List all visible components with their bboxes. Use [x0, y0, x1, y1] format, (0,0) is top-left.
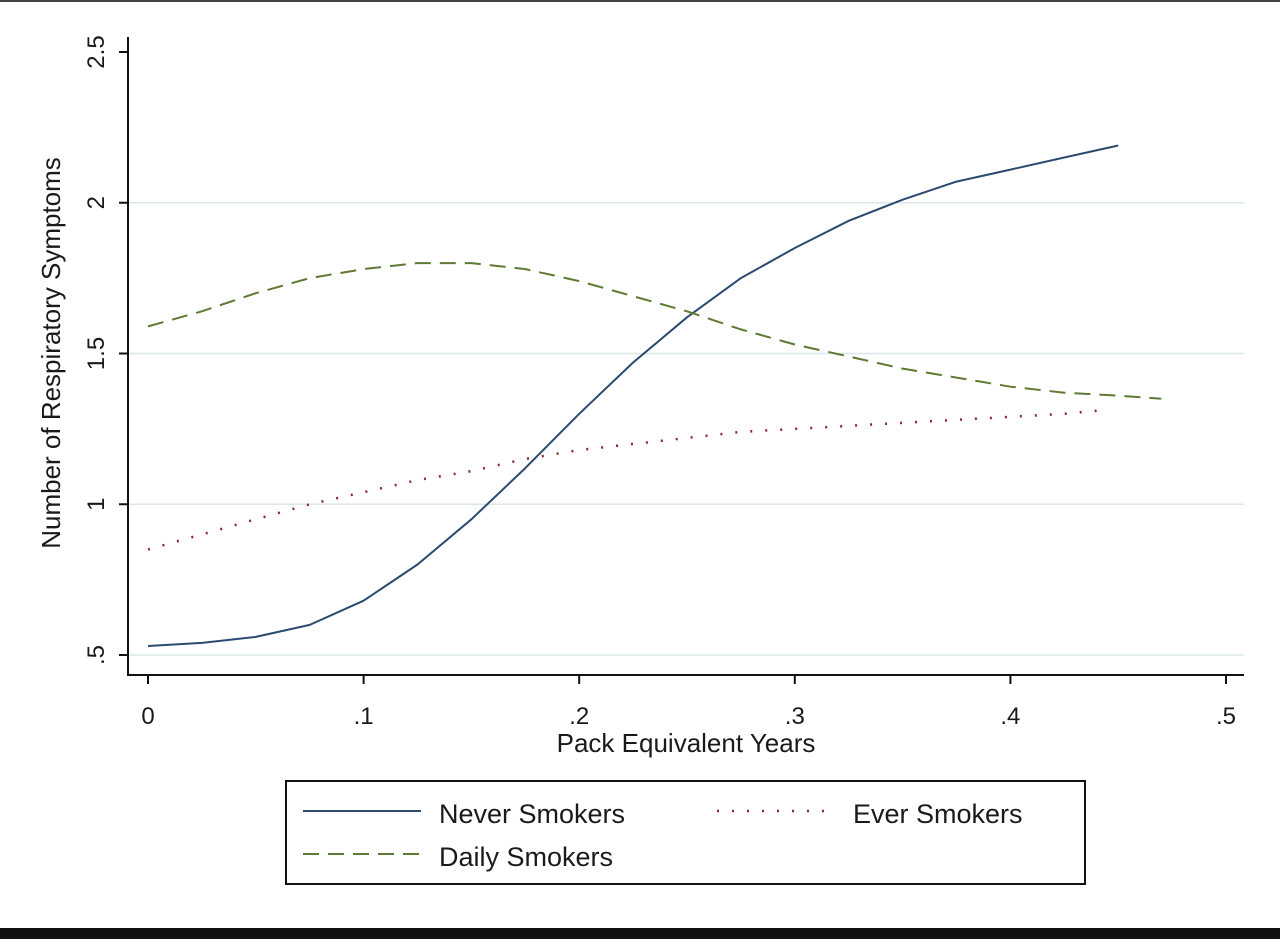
series-lines	[147, 144, 1162, 647]
series-line-daily-smokers	[147, 262, 1162, 400]
x-axis-title: Pack Equivalent Years	[557, 728, 816, 758]
y-axis-title: Number of Respiratory Symptoms	[36, 157, 66, 549]
bottom-border-bar	[0, 928, 1280, 939]
x-tick-label: .4	[1000, 703, 1020, 730]
x-tick-label: .1	[354, 703, 374, 730]
x-tick-label: 0	[141, 703, 154, 730]
series-line-ever-smokers	[147, 409, 1097, 551]
y-tick-label: 2	[83, 196, 110, 209]
x-tick-label: .2	[569, 703, 589, 730]
legend-label-daily-smokers: Daily Smokers	[439, 842, 613, 872]
y-tick-label: 2.5	[83, 35, 110, 68]
legend-label-never-smokers: Never Smokers	[439, 799, 625, 829]
x-tick-label: .3	[785, 703, 805, 730]
x-tick-label: .5	[1216, 703, 1236, 730]
y-tick-label: 1.5	[83, 337, 110, 370]
legend-label-ever-smokers: Ever Smokers	[853, 799, 1023, 829]
y-tick-label: .5	[83, 645, 110, 665]
gridlines	[128, 202, 1244, 656]
legend: Never Smokers Ever Smokers Daily Smokers	[285, 780, 1086, 885]
series-line-never-smokers	[147, 144, 1119, 647]
axes: .5 1 1.5 2 2.5 0 .1 .2 .3 .4 .5	[83, 35, 1244, 730]
y-tick-label: 1	[83, 498, 110, 511]
legend-box	[285, 780, 1086, 885]
